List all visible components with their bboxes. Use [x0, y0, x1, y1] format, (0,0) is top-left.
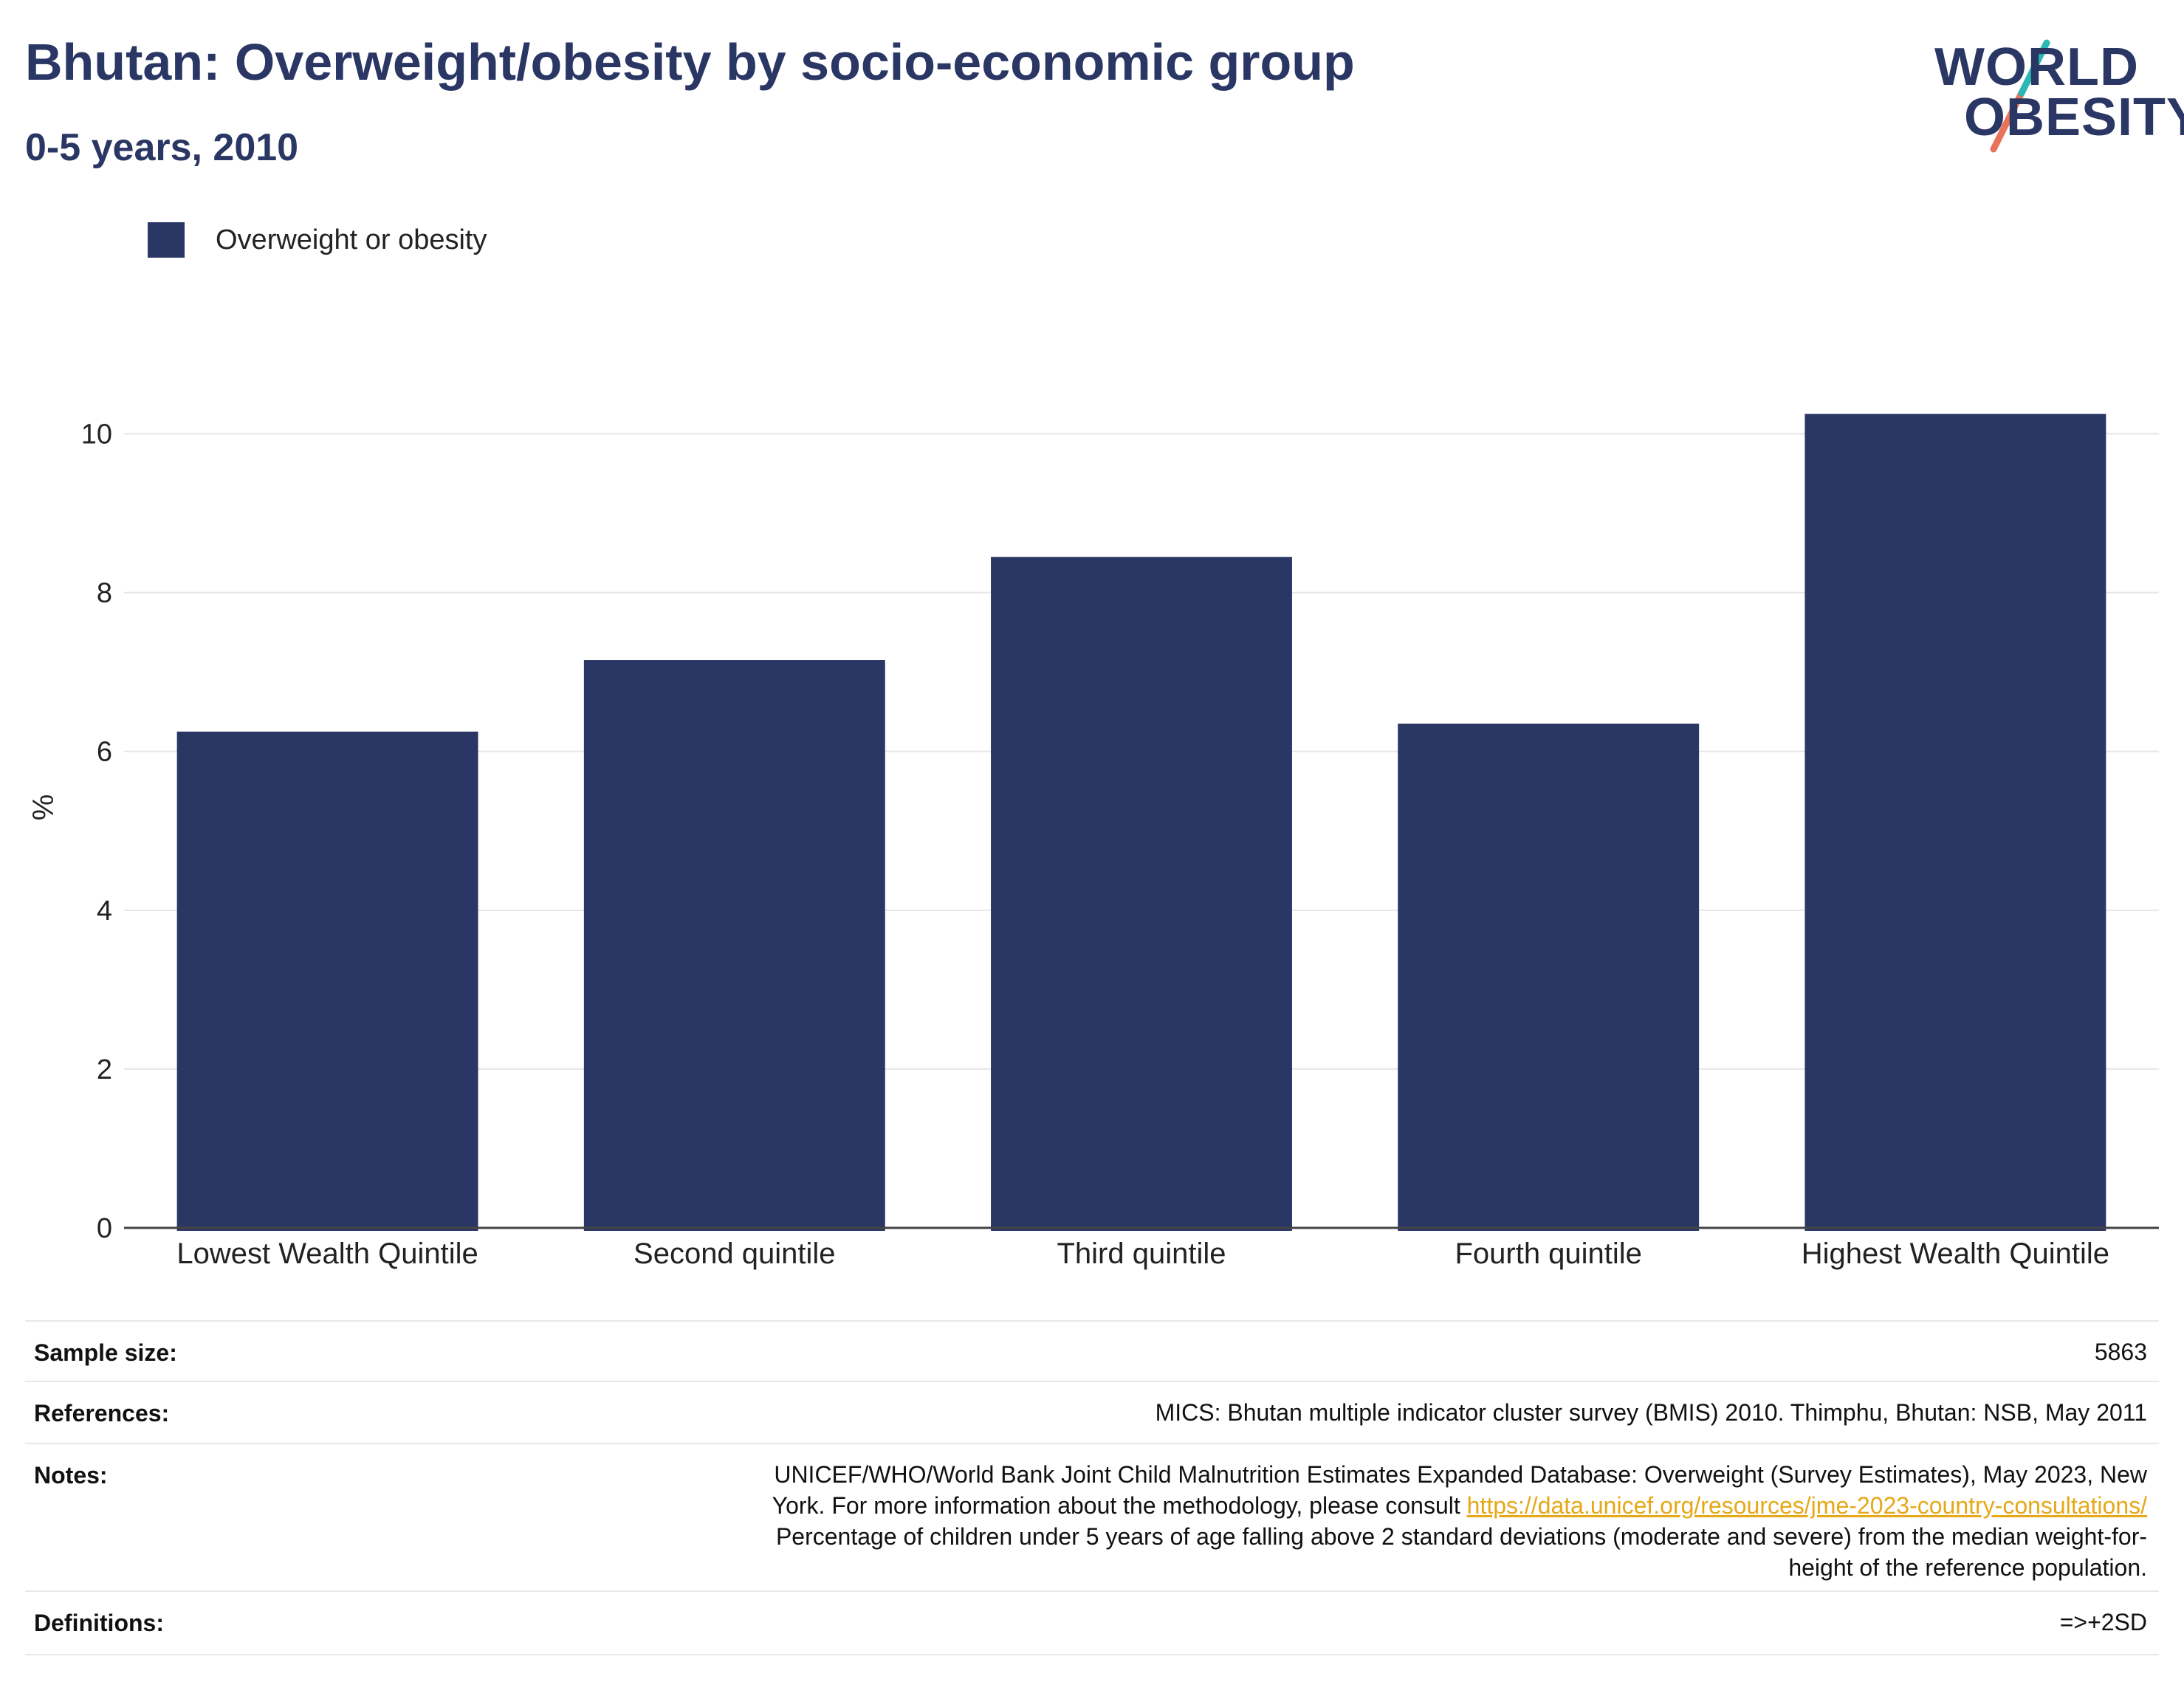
notes-value: UNICEF/WHO/World Bank Joint Child Malnut…: [772, 1459, 2147, 1583]
logo-text-obesity: OBESITY: [1964, 88, 2184, 147]
info-row-notes: Notes: UNICEF/WHO/World Bank Joint Child…: [25, 1443, 2159, 1592]
y-tick-label: 6: [97, 737, 112, 768]
y-tick-label: 0: [97, 1213, 112, 1244]
chart-legend: Overweight or obesity: [148, 222, 487, 258]
logo-text-world: WORLD: [1934, 38, 2139, 97]
x-tick-label: Third quintile: [1057, 1237, 1226, 1270]
references-value: MICS: Bhutan multiple indicator cluster …: [1155, 1399, 2147, 1426]
x-tick-label: Highest Wealth Quintile: [1802, 1237, 2109, 1270]
bar: [583, 660, 885, 1231]
legend-swatch: [148, 222, 185, 258]
legend-label: Overweight or obesity: [216, 224, 487, 255]
bar-chart: 0 2 4 6 8 10% Lowest Wealth Quintile Second qui…: [27, 413, 2159, 1270]
info-row-definitions: Definitions: =>+2SD: [25, 1590, 2159, 1655]
bar: [991, 557, 1292, 1231]
y-tick-label: 10: [81, 419, 112, 450]
methodology-link[interactable]: https://data.unicef.org/resources/jme-20…: [1466, 1492, 2147, 1519]
x-tick-label: Second quintile: [633, 1237, 836, 1270]
y-tick-label: 2: [97, 1054, 112, 1085]
bar: [1398, 724, 1700, 1231]
sample-size-label: Sample size:: [34, 1339, 177, 1366]
y-tick-label: 8: [97, 578, 112, 609]
bar: [176, 731, 478, 1231]
notes-line-4: height of the reference population.: [1788, 1554, 2147, 1581]
y-axis-label: %: [27, 794, 60, 821]
page-subtitle: 0-5 years, 2010: [25, 126, 299, 169]
notes-line-2: York. For more information about the met…: [772, 1490, 2147, 1521]
notes-line-2-text: York. For more information about the met…: [772, 1492, 1467, 1519]
notes-line-1: UNICEF/WHO/World Bank Joint Child Malnut…: [774, 1461, 2147, 1488]
x-tick-label: Lowest Wealth Quintile: [176, 1237, 478, 1270]
page-title: Bhutan: Overweight/obesity by socio-econ…: [25, 33, 1355, 91]
bar: [1804, 413, 2106, 1231]
notes-label: Notes:: [34, 1462, 108, 1489]
info-row-references: References: MICS: Bhutan multiple indica…: [25, 1381, 2159, 1444]
references-label: References:: [34, 1400, 170, 1427]
sample-size-value: 5863: [2094, 1339, 2147, 1365]
definitions-value: =>+2SD: [2059, 1609, 2147, 1635]
notes-line-3: Percentage of children under 5 years of …: [775, 1523, 2147, 1550]
world-obesity-logo: WORLD OBESITY: [1920, 22, 2184, 155]
definitions-label: Definitions:: [34, 1610, 164, 1636]
logo-slash-icon: [1990, 39, 2050, 153]
info-row-sample-size: Sample size: 5863: [25, 1320, 2159, 1382]
y-tick-label: 4: [97, 896, 112, 927]
x-tick-label: Fourth quintile: [1455, 1237, 1641, 1270]
